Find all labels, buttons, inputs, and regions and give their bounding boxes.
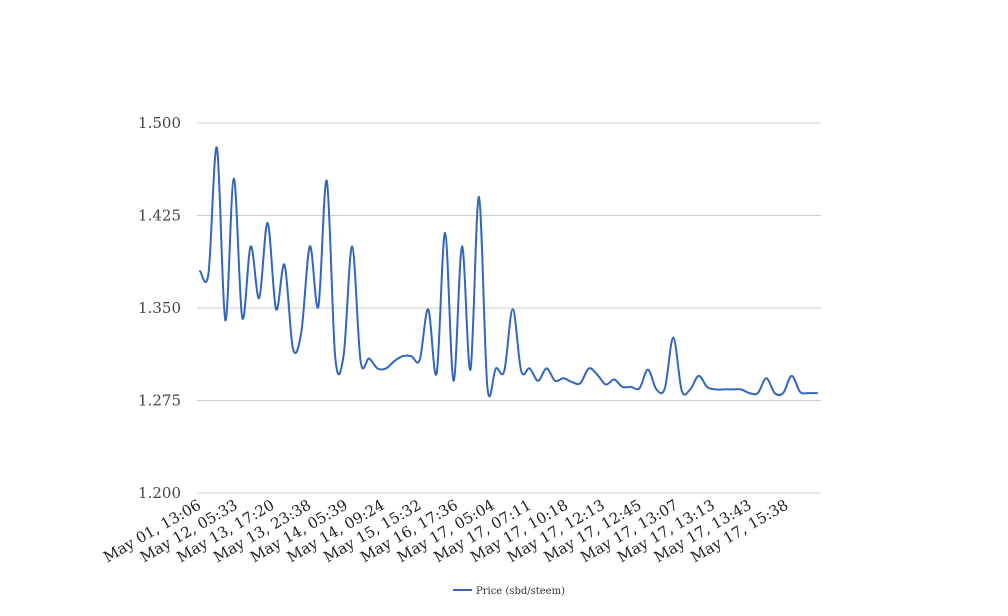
y-tick-label: 1.500	[138, 114, 181, 132]
grid-lines	[197, 122, 821, 494]
y-axis-tick-labels: 1.200 1.275 1.350 1.425 1.500	[138, 114, 181, 502]
legend: Price (sbd/steem)	[453, 586, 565, 597]
price-series-line	[199, 146, 818, 398]
legend-label: Price (sbd/steem)	[476, 586, 565, 597]
y-tick-label: 1.425	[138, 207, 181, 225]
series-lines	[199, 146, 818, 398]
y-tick-label: 1.275	[138, 392, 181, 410]
y-tick-label: 1.350	[138, 299, 181, 317]
y-tick-label: 1.200	[138, 484, 181, 502]
